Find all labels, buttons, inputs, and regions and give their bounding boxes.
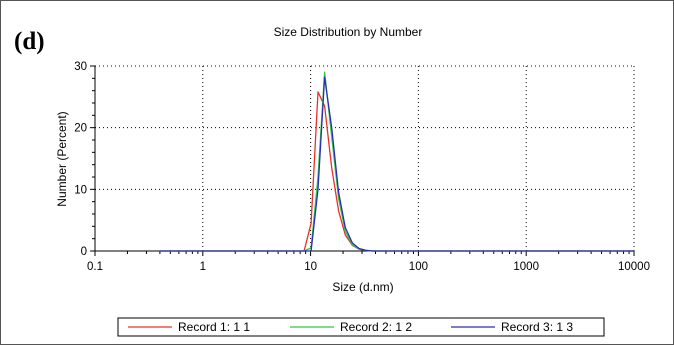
y-tick-label: 30 (74, 61, 87, 73)
x-axis-label: Size (d.nm) (332, 280, 393, 294)
x-tick-label: 10000 (618, 261, 650, 273)
series-line-1 (159, 91, 634, 252)
x-tick-label: 100 (409, 261, 428, 273)
panel-label: (d) (14, 28, 45, 55)
y-axis-label: Number (Percent) (55, 111, 69, 206)
x-tick-label: 1 (200, 261, 206, 273)
legend: Record 1: 1 1 Record 2: 1 2 Record 3: 1 3 (117, 317, 605, 337)
grid (94, 65, 635, 252)
chart-title: Size Distribution by Number (274, 25, 423, 39)
series-line-3 (159, 76, 634, 252)
y-tick-label: 10 (74, 184, 87, 196)
y-tick-label: 20 (74, 123, 87, 135)
x-tick-label: 0.1 (87, 261, 103, 273)
legend-label-3: Record 3: 1 3 (501, 320, 573, 334)
x-tick-label: 1000 (513, 261, 539, 273)
legend-label-2: Record 2: 1 2 (340, 320, 412, 334)
series-line-2 (159, 71, 634, 252)
legend-box (117, 317, 605, 337)
legend-label-1: Record 1: 1 1 (178, 320, 250, 334)
series-lines (159, 71, 634, 252)
axes: 0 10 20 30 0.1 1 10 100 1000 10000 (74, 61, 650, 273)
y-tick-label: 0 (81, 246, 87, 258)
x-tick-label: 10 (304, 261, 317, 273)
